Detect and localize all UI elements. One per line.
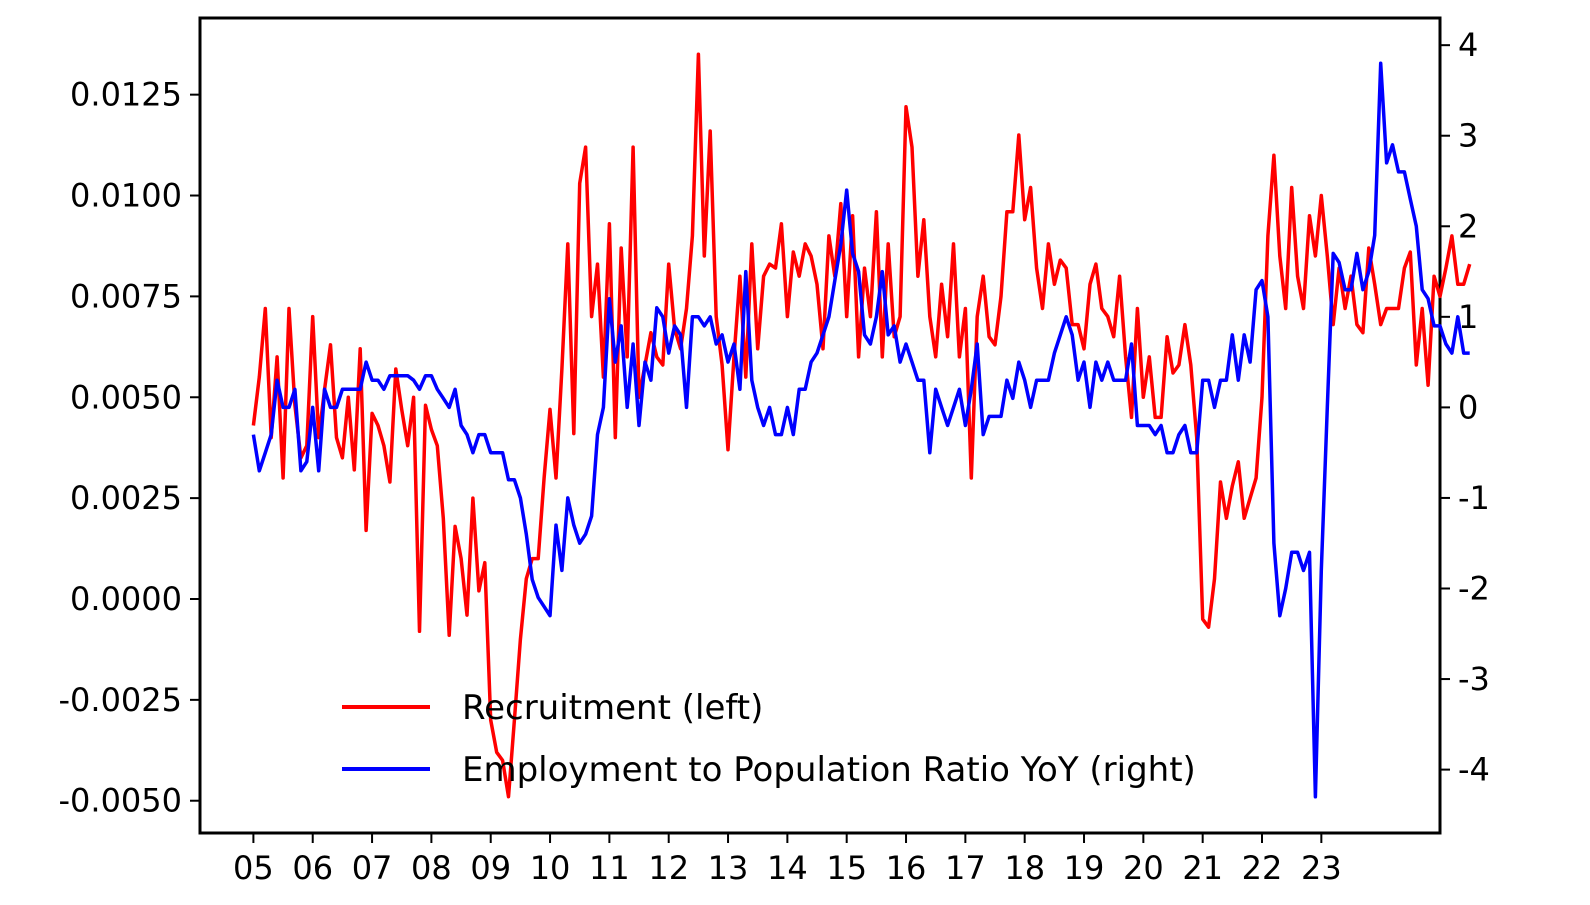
- x-tick-label: 19: [1064, 849, 1105, 887]
- x-tick-label: 12: [648, 849, 689, 887]
- right-tick-label: 3: [1458, 117, 1478, 155]
- x-tick-label: 09: [470, 849, 511, 887]
- x-tick-label: 21: [1182, 849, 1223, 887]
- x-tick-label: 17: [945, 849, 986, 887]
- series-lines: [251, 52, 1472, 799]
- x-tick-label: 22: [1242, 849, 1283, 887]
- x-tick-label: 16: [886, 849, 927, 887]
- series-line-1: [251, 61, 1470, 799]
- right-tick-label: 1: [1458, 298, 1478, 336]
- left-tick-label: 0.0100: [70, 177, 182, 215]
- left-tick-label: 0.0125: [70, 76, 182, 114]
- right-tick-label: 4: [1458, 26, 1478, 64]
- x-axis-ticks: 05 06 07 08 09 10 11 12 13 14 15 16 17 18 19 20 21 22 23: [233, 833, 1342, 887]
- left-tick-label: 0.0025: [70, 479, 182, 517]
- x-tick-label: 13: [708, 849, 749, 887]
- plot-area-frame: [198, 16, 1442, 835]
- x-tick-label: 06: [292, 849, 333, 887]
- right-tick-label: 2: [1458, 207, 1478, 245]
- left-tick-label: -0.0050: [58, 782, 182, 820]
- x-tick-label: 23: [1301, 849, 1342, 887]
- left-tick-label: 0.0000: [70, 580, 182, 618]
- legend-label-1: Employment to Population Ratio YoY (righ…: [462, 750, 1196, 790]
- x-tick-label: 18: [1004, 849, 1045, 887]
- right-tick-label: -2: [1458, 570, 1490, 608]
- series-line-0: [251, 52, 1472, 799]
- x-tick-label: 20: [1123, 849, 1164, 887]
- x-tick-label: 11: [589, 849, 630, 887]
- left-tick-label: 0.0075: [70, 277, 182, 315]
- right-tick-label: -4: [1458, 751, 1490, 789]
- right-tick-label: -1: [1458, 479, 1490, 517]
- right-tick-label: 0: [1458, 388, 1478, 426]
- left-tick-label: -0.0025: [58, 681, 182, 719]
- right-tick-label: -3: [1458, 660, 1490, 698]
- x-tick-label: 07: [352, 849, 393, 887]
- left-tick-label: 0.0050: [70, 378, 182, 416]
- x-tick-label: 05: [233, 849, 274, 887]
- left-axis-ticks: -0.0050 -0.0025 0.0000 0.0025 0.0050 0.0075 0.…: [58, 76, 200, 820]
- x-tick-label: 14: [767, 849, 808, 887]
- x-tick-label: 10: [530, 849, 571, 887]
- x-tick-label: 08: [411, 849, 452, 887]
- legend-label-0: Recruitment (left): [462, 688, 763, 728]
- x-tick-label: 15: [826, 849, 867, 887]
- right-axis-ticks: -4 -3 -2 -1 0 1 2 3 4: [1440, 26, 1490, 789]
- legend: Recruitment (left) Employment to Populati…: [342, 688, 1196, 790]
